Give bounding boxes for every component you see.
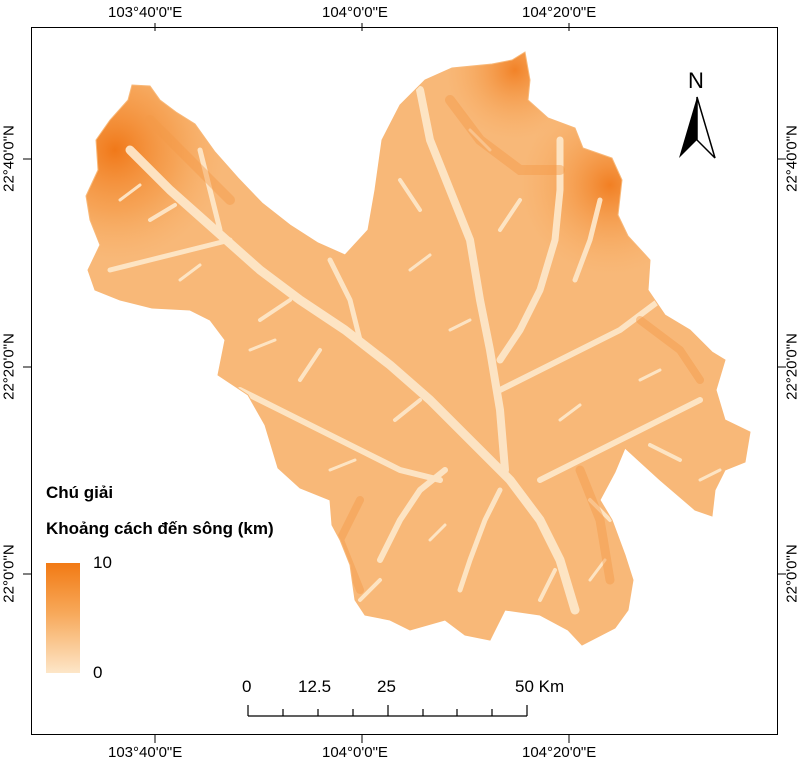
top-lon-label-3: 104°20'0"E bbox=[522, 4, 597, 21]
top-lon-label-1: 103°40'0"E bbox=[108, 4, 183, 21]
bottom-lon-label-2: 104°0'0"E bbox=[322, 744, 388, 761]
scale-bar bbox=[247, 705, 528, 717]
bottom-lon-label-3: 104°20'0"E bbox=[522, 744, 597, 761]
top-lon-label-2: 104°0'0"E bbox=[322, 4, 388, 21]
scale-label-0: 0 bbox=[242, 677, 252, 696]
bottom-lon-label-1: 103°40'0"E bbox=[108, 744, 183, 761]
legend-title: Chú giải bbox=[46, 483, 114, 502]
legend-min-label: 0 bbox=[93, 663, 103, 682]
legend-subtitle: Khoảng cách đến sông (km) bbox=[46, 519, 274, 538]
scale-label-50-km: 50 Km bbox=[515, 677, 565, 696]
map-frame bbox=[31, 27, 778, 735]
legend-color-ramp bbox=[46, 563, 80, 673]
north-label: N bbox=[688, 68, 704, 93]
frame-ticks bbox=[23, 23, 786, 743]
scale-label-12-5: 12.5 bbox=[298, 677, 332, 696]
legend-max-label: 10 bbox=[93, 553, 112, 572]
river-network bbox=[107, 86, 722, 615]
north-arrow-icon bbox=[679, 96, 716, 159]
scale-label-25: 25 bbox=[377, 677, 396, 696]
study-area-outline bbox=[85, 51, 751, 646]
study-area-region bbox=[86, 52, 750, 645]
